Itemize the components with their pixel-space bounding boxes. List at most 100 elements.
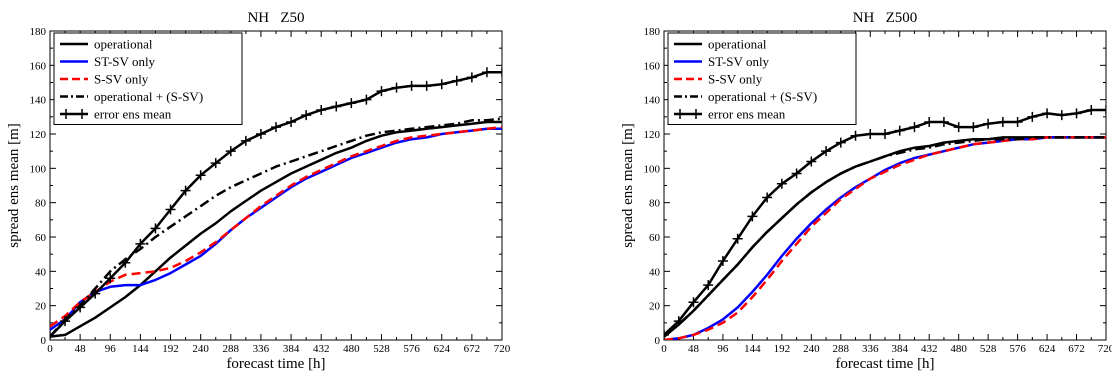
chart-1: NH Z50 0 48 96 144 192 240 288 336 384 432 480 528 57… <box>6 10 511 372</box>
legend: operational ST-SV only S-SV only operationa… <box>667 32 857 125</box>
y-tick-label: 140 <box>644 95 661 107</box>
data-point-marker <box>210 158 221 169</box>
data-point-marker <box>1086 104 1097 115</box>
data-point-marker <box>225 146 236 157</box>
data-point-marker <box>1042 108 1053 119</box>
series-line-error-ens-mean <box>664 108 1106 336</box>
data-point-marker <box>1101 104 1106 115</box>
x-tick-label: 48 <box>688 343 700 355</box>
legend-label: S-SV only <box>708 72 763 87</box>
x-tick-label: 672 <box>1068 343 1085 355</box>
data-point-marker <box>165 204 176 215</box>
data-point-marker <box>75 302 86 313</box>
data-point-marker <box>180 185 191 196</box>
x-tick-label: 288 <box>223 343 240 355</box>
data-point-marker <box>150 223 161 234</box>
data-point-marker <box>316 104 327 115</box>
data-point-marker <box>286 116 297 127</box>
x-tick-label: 576 <box>1009 343 1026 355</box>
data-point-marker <box>894 125 905 136</box>
y-tick-label: 180 <box>30 26 47 38</box>
data-point-marker <box>331 101 342 112</box>
x-axis-label: forecast time [h] <box>835 356 934 372</box>
data-point-marker <box>703 280 714 291</box>
y-tick-label: 0 <box>41 335 47 347</box>
data-point-marker <box>240 135 251 146</box>
y-tick-label: 40 <box>35 266 47 278</box>
x-tick-label: 240 <box>192 343 209 355</box>
data-point-marker <box>821 146 832 157</box>
data-point-marker <box>346 98 357 109</box>
data-point-marker <box>747 211 758 222</box>
data-point-marker <box>673 316 684 327</box>
y-tick-label: 160 <box>644 60 661 72</box>
y-tick-label: 60 <box>649 232 661 244</box>
data-point-marker <box>850 130 861 141</box>
y-tick-label: 120 <box>644 129 661 141</box>
data-point-marker <box>497 67 502 78</box>
x-tick-label: 528 <box>980 343 997 355</box>
series-line-st-sv-only <box>50 127 502 331</box>
data-point-marker <box>983 118 994 129</box>
data-point-marker <box>120 257 131 268</box>
data-point-marker <box>90 288 101 299</box>
series-line-s-sv-only <box>664 136 1106 340</box>
data-point-marker <box>105 273 116 284</box>
x-tick-label: 336 <box>862 343 879 355</box>
x-tick-label: 144 <box>132 343 149 355</box>
data-point-marker <box>60 316 71 327</box>
x-tick-label: 480 <box>343 343 360 355</box>
y-axis-label: spread ens mean [m] <box>6 123 22 248</box>
x-tick-label: 0 <box>661 343 667 355</box>
data-point-marker <box>466 72 477 83</box>
series-line-s-sv-only <box>50 125 502 328</box>
y-tick-label: 20 <box>649 301 661 313</box>
data-point-marker <box>997 116 1008 127</box>
x-tick-label: 576 <box>403 343 420 355</box>
data-point-marker <box>717 256 728 267</box>
y-tick-label: 80 <box>649 198 661 210</box>
x-tick-label: 384 <box>891 343 908 355</box>
x-tick-label: 480 <box>950 343 967 355</box>
data-point-marker <box>664 329 669 340</box>
data-point-marker <box>732 233 743 244</box>
y-tick-label: 20 <box>35 301 47 313</box>
y-tick-label: 100 <box>644 163 661 175</box>
legend-label: operational + (S-SV) <box>94 89 203 104</box>
data-point-marker <box>953 122 964 133</box>
legend-label: operational <box>94 37 153 52</box>
x-tick-label: 624 <box>1039 343 1056 355</box>
y-tick-label: 180 <box>644 26 661 38</box>
data-point-marker <box>1071 108 1082 119</box>
data-point-marker <box>865 129 876 139</box>
data-point-marker <box>271 122 281 133</box>
data-point-marker <box>762 192 773 203</box>
x-tick-label: 720 <box>494 343 511 355</box>
y-tick-label: 140 <box>30 95 47 107</box>
series-group <box>50 67 502 340</box>
data-point-marker <box>451 75 462 86</box>
series-line-st-sv-only <box>664 136 1106 340</box>
chart-title: NH Z50 <box>247 10 304 26</box>
data-point-marker <box>688 297 699 308</box>
data-point-marker <box>1056 110 1067 121</box>
x-tick-label: 96 <box>105 343 117 355</box>
x-tick-label: 240 <box>803 343 820 355</box>
data-point-marker <box>436 79 447 90</box>
x-tick-label: 432 <box>921 343 938 355</box>
data-point-marker <box>481 67 492 78</box>
x-tick-label: 192 <box>162 343 179 355</box>
legend-label: operational + (S-SV) <box>708 89 817 104</box>
legend: operational ST-SV only S-SV only operationa… <box>53 32 243 125</box>
series-group <box>664 104 1106 340</box>
x-tick-label: 288 <box>833 343 850 355</box>
legend-label: S-SV only <box>94 72 149 87</box>
data-point-marker <box>255 129 266 139</box>
x-tick-label: 0 <box>47 343 53 355</box>
x-tick-label: 192 <box>774 343 791 355</box>
data-point-marker <box>909 122 920 133</box>
data-point-marker <box>135 238 146 249</box>
data-point-marker <box>361 94 372 105</box>
data-point-marker <box>776 178 787 189</box>
